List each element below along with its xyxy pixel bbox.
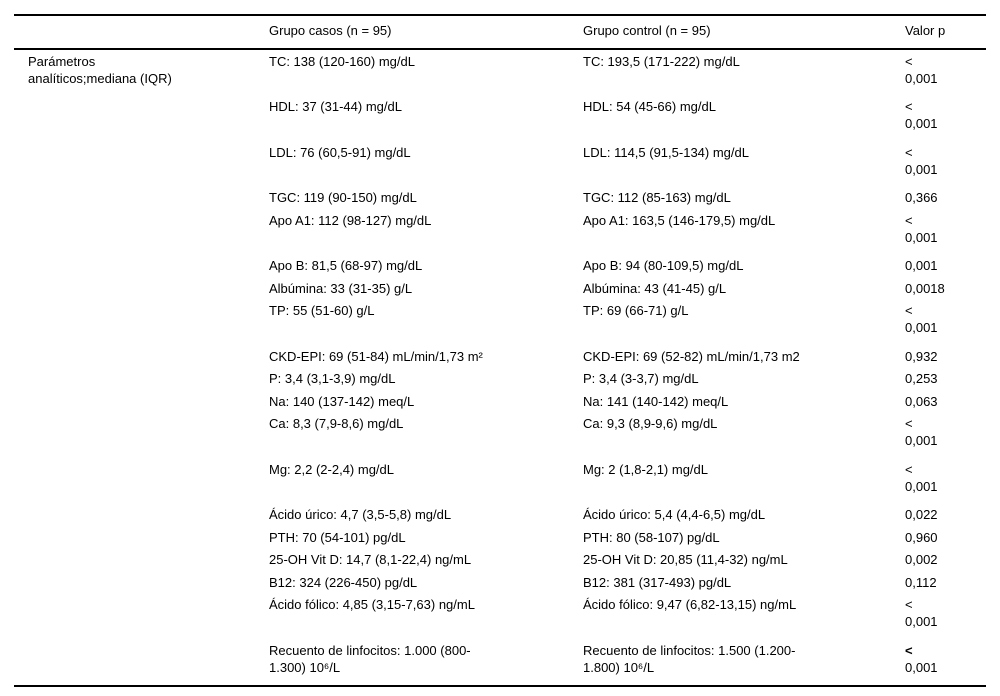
cell-casos: TC: 138 (120-160) mg/dL [269,53,415,69]
cell-control: Ca: 9,3 (8,9-9,6) mg/dL [583,416,718,431]
cell-casos: TGC: 119 (90-150) mg/dL [269,190,417,205]
cell-control: HDL: 54 (45-66) mg/dL [583,99,716,114]
cell-control: Apo A1: 163,5 (146-179,5) mg/dL [583,212,776,228]
cell-p-value: 0,253 [905,371,938,386]
cell-p-value: 0,366 [905,190,938,205]
column-header-empty [14,15,269,50]
cell-casos: Apo B: 81,5 (68-97) mg/dL [269,258,423,273]
cell-p-value: < 0,001 [905,461,938,494]
cell-casos: PTH: 70 (54-101) pg/dL [269,529,406,545]
cell-p-value: < 0,001 [905,416,938,448]
cell-p-value: < 0,001 [905,642,938,675]
cell-p-value: 0,001 [905,258,938,273]
table-row: Recuento de linfocitos: 1.000 (800- 1.30… [14,639,986,686]
cell-p-value: 0,112 [905,574,937,590]
cell-control: Ácido úrico: 5,4 (4,4-6,5) mg/dL [583,507,766,522]
cell-control: 25-OH Vit D: 20,85 (11,4-32) ng/mL [583,552,788,567]
table-row: B12: 324 (226-450) pg/dL B12: 381 (317-49… [14,571,986,594]
cell-p-value: 0,002 [905,552,938,567]
table-row: Na: 140 (137-142) meq/L Na: 141 (140-142)… [14,390,986,413]
cell-casos: Na: 140 (137-142) meq/L [269,393,415,409]
cell-casos: Ácido úrico: 4,7 (3,5-5,8) mg/dL [269,507,452,522]
table-row: P: 3,4 (3,1-3,9) mg/dL P: 3,4 (3-3,7) mg/… [14,368,986,391]
cell-casos: Apo A1: 112 (98-127) mg/dL [269,212,432,228]
cell-control: P: 3,4 (3-3,7) mg/dL [583,371,699,386]
table-row: Ácido fólico: 4,85 (3,15-7,63) ng/mL Ácid… [14,594,986,640]
table-row: Albúmina: 33 (31-35) g/L Albúmina: 43 (41… [14,277,986,300]
cell-casos: Recuento de linfocitos: 1.000 (800- 1.30… [269,642,471,675]
cell-p-value: 0,0018 [905,280,945,296]
table-row: Mg: 2,2 (2-2,4) mg/dL Mg: 2 (1,8-2,1) mg/… [14,458,986,504]
table-row: 25-OH Vit D: 14,7 (8,1-22,4) ng/mL 25-OH … [14,549,986,572]
cell-p-value: 0,063 [905,393,938,409]
table-row: Ácido úrico: 4,7 (3,5-5,8) mg/dL Ácido úr… [14,504,986,527]
cell-control: B12: 381 (317-493) pg/dL [583,574,732,590]
cell-control: Mg: 2 (1,8-2,1) mg/dL [583,461,708,477]
cell-control: TP: 69 (66-71) g/L [583,303,689,318]
cell-casos: TP: 55 (51-60) g/L [269,303,375,318]
cell-control: Recuento de linfocitos: 1.500 (1.200- 1.… [583,642,796,675]
header-row: Grupo casos (n = 95) Grupo control (n = … [14,15,986,50]
cell-control: TGC: 112 (85-163) mg/dL [583,190,731,205]
table-row: HDL: 37 (31-44) mg/dL HDL: 54 (45-66) mg/… [14,96,986,142]
cell-casos: Ácido fólico: 4,85 (3,15-7,63) ng/mL [269,597,475,612]
cell-control: LDL: 114,5 (91,5-134) mg/dL [583,144,749,160]
cell-p-value: < 0,001 [905,597,938,629]
table-row: TP: 55 (51-60) g/L TP: 69 (66-71) g/L < 0,… [14,300,986,346]
row-group-label: Parámetros analíticos;mediana (IQR) [28,53,172,86]
cell-control: PTH: 80 (58-107) pg/dL [583,529,720,545]
cell-casos: CKD-EPI: 69 (51-84) mL/min/1,73 m² [269,348,483,364]
cell-p-value: 0,932 [905,348,938,364]
column-header-valor-p: Valor p [905,15,986,50]
column-header-grupo-control: Grupo control (n = 95) [583,15,905,50]
cell-casos: HDL: 37 (31-44) mg/dL [269,99,402,114]
cell-control: Na: 141 (140-142) meq/L [583,393,729,409]
cell-p-value: < 0,001 [905,144,938,177]
table-row: Apo B: 81,5 (68-97) mg/dL Apo B: 94 (80-1… [14,255,986,278]
cell-p-value: < 0,001 [905,212,938,245]
cell-control: CKD-EPI: 69 (52-82) mL/min/1,73 m2 [583,348,800,364]
parameters-table: Grupo casos (n = 95) Grupo control (n = … [14,14,986,687]
table-row: Parámetros analíticos;mediana (IQR) TC: 1… [14,49,986,96]
cell-casos: Albúmina: 33 (31-35) g/L [269,280,413,296]
table-row: Apo A1: 112 (98-127) mg/dL Apo A1: 163,5 … [14,209,986,255]
cell-casos: Ca: 8,3 (7,9-8,6) mg/dL [269,416,404,431]
cell-control: Albúmina: 43 (41-45) g/L [583,280,727,296]
cell-casos: P: 3,4 (3,1-3,9) mg/dL [269,371,396,386]
cell-casos: B12: 324 (226-450) pg/dL [269,574,418,590]
cell-control: TC: 193,5 (171-222) mg/dL [583,53,740,69]
cell-casos: LDL: 76 (60,5-91) mg/dL [269,144,411,160]
column-header-grupo-casos: Grupo casos (n = 95) [269,15,583,50]
cell-casos: 25-OH Vit D: 14,7 (8,1-22,4) ng/mL [269,552,472,567]
cell-p-value: 0,960 [905,529,938,545]
cell-casos: Mg: 2,2 (2-2,4) mg/dL [269,461,394,477]
table-row: TGC: 119 (90-150) mg/dL TGC: 112 (85-163)… [14,187,986,210]
table-header: Grupo casos (n = 95) Grupo control (n = … [14,15,986,50]
cell-p-value: < 0,001 [905,53,938,86]
table-row: CKD-EPI: 69 (51-84) mL/min/1,73 m² CKD-EP… [14,345,986,368]
table-row: LDL: 76 (60,5-91) mg/dL LDL: 114,5 (91,5-… [14,141,986,187]
cell-p-value: 0,022 [905,507,938,522]
cell-control: Apo B: 94 (80-109,5) mg/dL [583,258,744,273]
cell-p-value: < 0,001 [905,303,938,335]
cell-control: Ácido fólico: 9,47 (6,82-13,15) ng/mL [583,597,797,612]
table-body: Parámetros analíticos;mediana (IQR) TC: 1… [14,49,986,686]
cell-p-value: < 0,001 [905,99,938,131]
table-row: PTH: 70 (54-101) pg/dL PTH: 80 (58-107) p… [14,526,986,549]
table-row: Ca: 8,3 (7,9-8,6) mg/dL Ca: 9,3 (8,9-9,6)… [14,413,986,459]
